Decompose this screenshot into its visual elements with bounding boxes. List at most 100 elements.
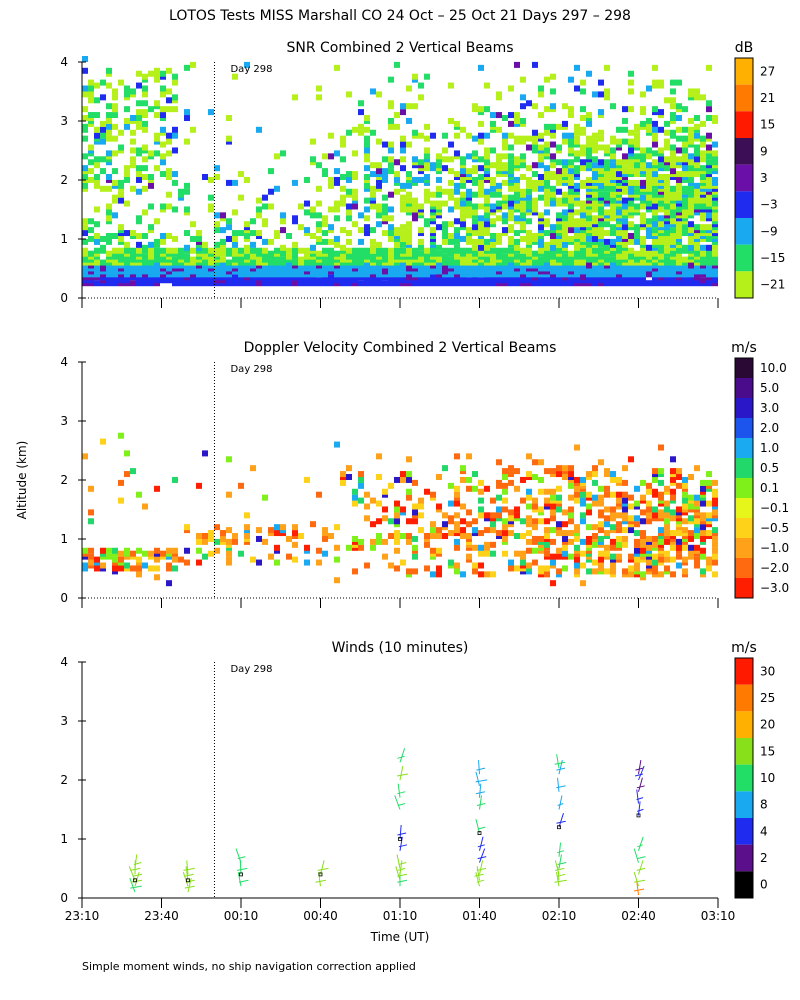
velocity-cell — [670, 556, 676, 563]
velocity-cell — [550, 515, 556, 522]
velocity-cell — [598, 509, 604, 516]
snr-cell — [646, 162, 652, 169]
velocity-cell — [664, 500, 670, 507]
velocity-cell — [130, 468, 136, 475]
snr-cell — [142, 253, 148, 260]
snr-cell — [88, 91, 94, 98]
snr-cell — [394, 227, 400, 234]
snr-cell — [502, 227, 508, 234]
velocity-cell — [628, 515, 634, 522]
snr-cell — [562, 103, 568, 110]
wind-barb — [134, 872, 140, 887]
velocity-cell — [148, 565, 154, 572]
snr-cell — [166, 106, 172, 113]
velocity-cell — [202, 450, 208, 457]
velocity-cell — [604, 468, 610, 475]
velocity-cell — [196, 533, 202, 539]
wind-barb-feather — [476, 879, 485, 883]
snr-cell — [682, 141, 688, 148]
snr-cell — [508, 247, 514, 254]
snr-cell — [562, 120, 568, 127]
snr-cell — [604, 244, 610, 251]
snr-cell — [550, 233, 556, 239]
colorbar-segment — [735, 191, 753, 218]
velocity-cell — [226, 491, 232, 498]
velocity-cell — [628, 553, 634, 560]
snr-cell — [232, 235, 238, 242]
wind-barb-feather — [554, 761, 566, 765]
snr-cell — [244, 176, 250, 183]
velocity-cell — [424, 565, 430, 572]
velocity-cell — [610, 538, 616, 545]
snr-cell — [670, 162, 676, 169]
wind-barb-feather — [637, 808, 644, 812]
velocity-cell — [670, 468, 676, 475]
snr-cell — [118, 247, 124, 254]
snr-cell — [418, 159, 424, 166]
velocity-cell — [274, 559, 280, 566]
velocity-cell — [700, 568, 706, 575]
snr-cell — [460, 212, 466, 219]
wind-barb — [479, 795, 482, 810]
snr-cell — [484, 147, 490, 154]
snr-cell — [274, 247, 280, 254]
velocity-cell — [286, 553, 292, 560]
velocity-cell — [520, 497, 526, 504]
snr-cell — [412, 103, 418, 110]
velocity-cell — [304, 544, 310, 551]
snr-cell — [670, 112, 676, 119]
x-tick-label: 03:10 — [701, 909, 736, 923]
snr-cell — [130, 185, 136, 192]
snr-cell — [652, 64, 658, 71]
velocity-cell — [544, 565, 550, 572]
snr-cell — [508, 262, 514, 269]
snr-cell — [394, 159, 400, 166]
velocity-cell — [202, 538, 208, 545]
snr-cell — [670, 227, 676, 234]
velocity-cell — [208, 550, 214, 557]
snr-cell — [292, 268, 298, 275]
snr-cell — [322, 259, 328, 266]
velocity-cell — [172, 476, 178, 483]
velocity-cell — [412, 503, 418, 510]
velocity-cell — [532, 547, 538, 554]
velocity-cell — [490, 512, 496, 519]
snr-cell — [556, 159, 562, 166]
snr-cell — [166, 88, 172, 95]
y-tick-label: 0 — [60, 591, 68, 605]
wind-barb-feather — [183, 867, 195, 871]
velocity-cell — [694, 500, 700, 507]
velocity-cell — [364, 491, 370, 498]
velocity-cell — [586, 471, 592, 478]
snr-cell — [142, 185, 148, 192]
velocity-cell — [454, 568, 460, 575]
snr-cell — [358, 123, 364, 130]
snr-cell — [118, 79, 124, 86]
snr-cell — [394, 61, 400, 68]
velocity-cell — [400, 559, 406, 566]
snr-cell — [208, 176, 214, 183]
snr-cell — [400, 262, 406, 269]
snr-cell — [568, 132, 574, 139]
snr-cell — [646, 85, 652, 92]
velocity-cell — [562, 535, 568, 542]
velocity-cell — [688, 544, 694, 551]
snr-cell — [184, 182, 190, 189]
snr-cell — [310, 244, 316, 251]
snr-cell — [136, 241, 142, 248]
panel-title: SNR Combined 2 Vertical Beams — [286, 40, 513, 56]
snr-cell — [106, 82, 112, 89]
snr-cell — [88, 250, 94, 257]
colorbar-label: −3 — [760, 198, 778, 212]
velocity-cell — [316, 547, 322, 554]
snr-cell — [262, 203, 268, 210]
snr-cell — [238, 230, 244, 237]
snr-cell — [232, 247, 238, 254]
velocity-cell — [556, 553, 562, 560]
snr-cell — [88, 79, 94, 86]
velocity-cell — [622, 497, 628, 504]
snr-cell — [112, 103, 118, 110]
snr-cell — [700, 135, 706, 142]
snr-cell — [610, 230, 616, 237]
